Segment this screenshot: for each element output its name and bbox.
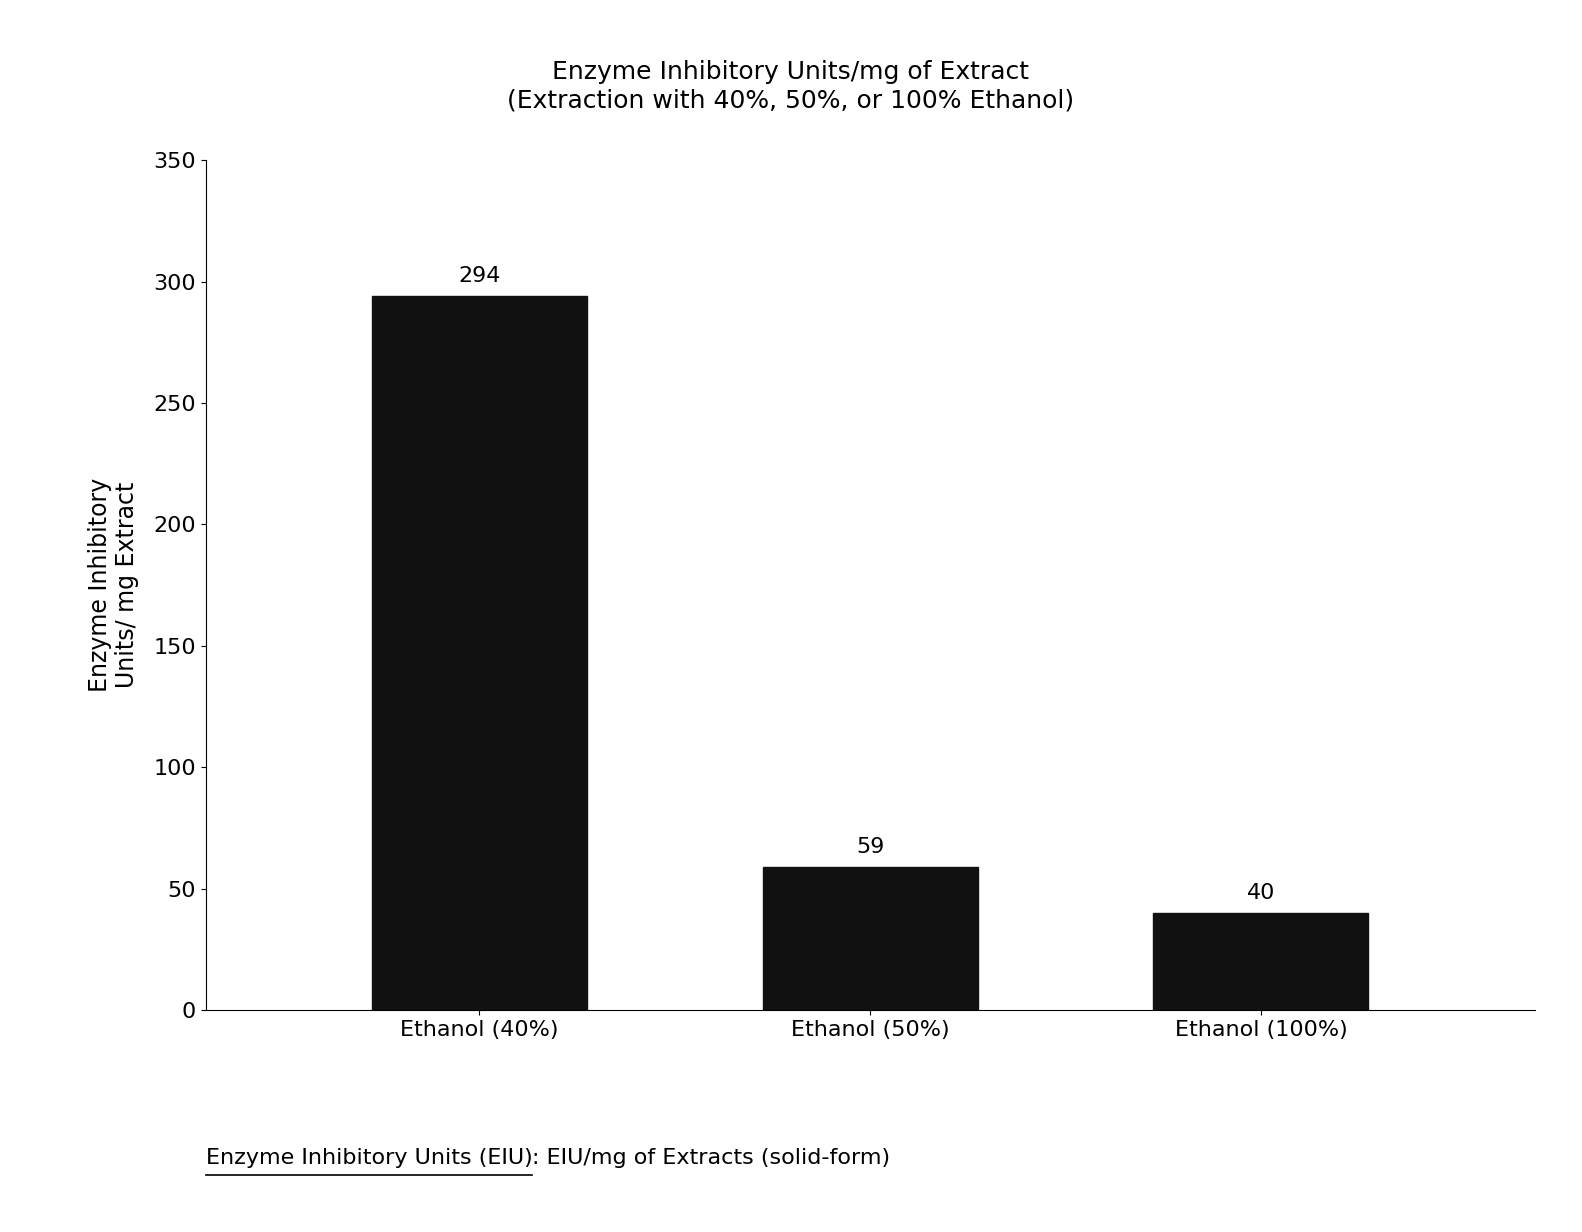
Bar — [1153, 913, 1368, 1010]
Bar — [372, 296, 587, 1010]
Y-axis label: Enzyme Inhibitory
Units/ mg Extract: Enzyme Inhibitory Units/ mg Extract — [87, 478, 139, 692]
Text: 40: 40 — [1247, 883, 1275, 903]
Text: 294: 294 — [459, 266, 500, 287]
Text: 59: 59 — [856, 838, 884, 857]
Text: Enzyme Inhibitory Units/mg of Extract
(Extraction with 40%, 50%, or 100% Ethanol: Enzyme Inhibitory Units/mg of Extract (E… — [508, 60, 1074, 112]
Text: Enzyme Inhibitory Units (EIU): Enzyme Inhibitory Units (EIU) — [206, 1148, 533, 1168]
Text: : EIU/mg of Extracts (solid-form): : EIU/mg of Extracts (solid-form) — [533, 1148, 891, 1168]
Bar — [763, 867, 978, 1010]
